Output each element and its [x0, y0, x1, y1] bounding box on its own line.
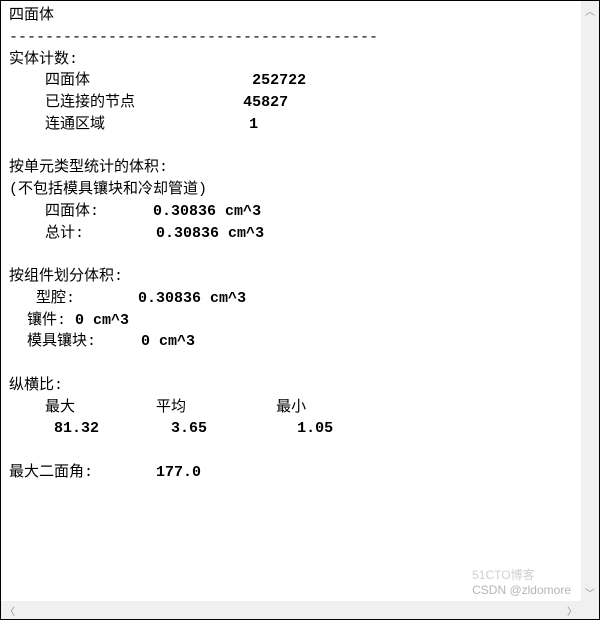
vertical-scrollbar[interactable]: ︿ ﹀ — [581, 1, 599, 601]
blank-3 — [9, 353, 573, 375]
separator: ----------------------------------------… — [9, 27, 573, 49]
vol-comp-row-1: 镶件: 0 cm^3 — [9, 310, 573, 332]
vol-type-value-0: 0.30836 cm^3 — [153, 203, 261, 220]
scroll-up-arrow-icon[interactable]: ︿ — [581, 1, 599, 19]
entity-count-heading: 实体计数: — [9, 49, 573, 71]
vol-comp-row-2: 模具镶块: 0 cm^3 — [9, 331, 573, 353]
aspect-heading: 纵横比: — [9, 375, 573, 397]
entity-row-0: 四面体 252722 — [9, 70, 573, 92]
vol-type-row-0: 四面体: 0.30836 cm^3 — [9, 201, 573, 223]
horizontal-scrollbar[interactable]: 〈 〉 — [1, 601, 581, 619]
vol-comp-value-1: 0 cm^3 — [75, 312, 129, 329]
entity-label-1: 已连接的节点 — [45, 94, 135, 111]
scrollbar-corner — [581, 601, 599, 619]
report-panel: 四面体 ------------------------------------… — [0, 0, 600, 620]
vol-type-heading: 按单元类型统计的体积: — [9, 157, 573, 179]
vol-type-label-1: 总计: — [45, 225, 84, 242]
vol-comp-value-0: 0.30836 cm^3 — [138, 290, 246, 307]
entity-value-2: 1 — [249, 116, 258, 133]
aspect-val-max: 81.32 — [54, 420, 99, 437]
vol-comp-label-1: 镶件: — [27, 312, 66, 329]
blank-2 — [9, 244, 573, 266]
watermark-line2: CSDN @zldomore — [472, 583, 571, 597]
blank-1 — [9, 136, 573, 158]
vol-type-label-0: 四面体: — [45, 203, 99, 220]
vol-comp-value-2: 0 cm^3 — [141, 333, 195, 350]
entity-row-1: 已连接的节点 45827 — [9, 92, 573, 114]
aspect-val-min: 1.05 — [297, 420, 333, 437]
vol-type-value-1: 0.30836 cm^3 — [156, 225, 264, 242]
dihedral-label: 最大二面角: — [9, 464, 93, 481]
aspect-hdr-avg: 平均 — [156, 399, 186, 416]
entity-row-2: 连通区域 1 — [9, 114, 573, 136]
entity-label-0: 四面体 — [45, 72, 90, 89]
entity-value-1: 45827 — [243, 94, 288, 111]
watermark-line1: 51CTO博客 — [472, 566, 571, 583]
watermark: 51CTO博客 CSDN @zldomore — [472, 566, 571, 597]
vol-type-note: (不包括模具镶块和冷却管道) — [9, 179, 573, 201]
dihedral-row: 最大二面角: 177.0 — [9, 462, 573, 484]
title: 四面体 — [9, 5, 573, 27]
vol-comp-label-2: 模具镶块: — [27, 333, 96, 350]
aspect-val-avg: 3.65 — [171, 420, 207, 437]
vol-comp-heading: 按组件划分体积: — [9, 266, 573, 288]
scroll-left-arrow-icon[interactable]: 〈 — [1, 601, 19, 619]
aspect-values: 81.32 3.65 1.05 — [9, 418, 573, 440]
entity-label-2: 连通区域 — [45, 116, 105, 133]
scroll-right-arrow-icon[interactable]: 〉 — [563, 601, 581, 619]
dihedral-value: 177.0 — [156, 464, 201, 481]
vol-comp-label-0: 型腔: — [36, 290, 75, 307]
aspect-hdr-min: 最小 — [276, 399, 306, 416]
entity-value-0: 252722 — [252, 72, 306, 89]
vol-type-row-1: 总计: 0.30836 cm^3 — [9, 223, 573, 245]
aspect-headers: 最大 平均 最小 — [9, 397, 573, 419]
vol-comp-row-0: 型腔: 0.30836 cm^3 — [9, 288, 573, 310]
blank-4 — [9, 440, 573, 462]
report-content: 四面体 ------------------------------------… — [1, 1, 581, 601]
aspect-hdr-max: 最大 — [45, 399, 75, 416]
scroll-down-arrow-icon[interactable]: ﹀ — [581, 583, 599, 601]
